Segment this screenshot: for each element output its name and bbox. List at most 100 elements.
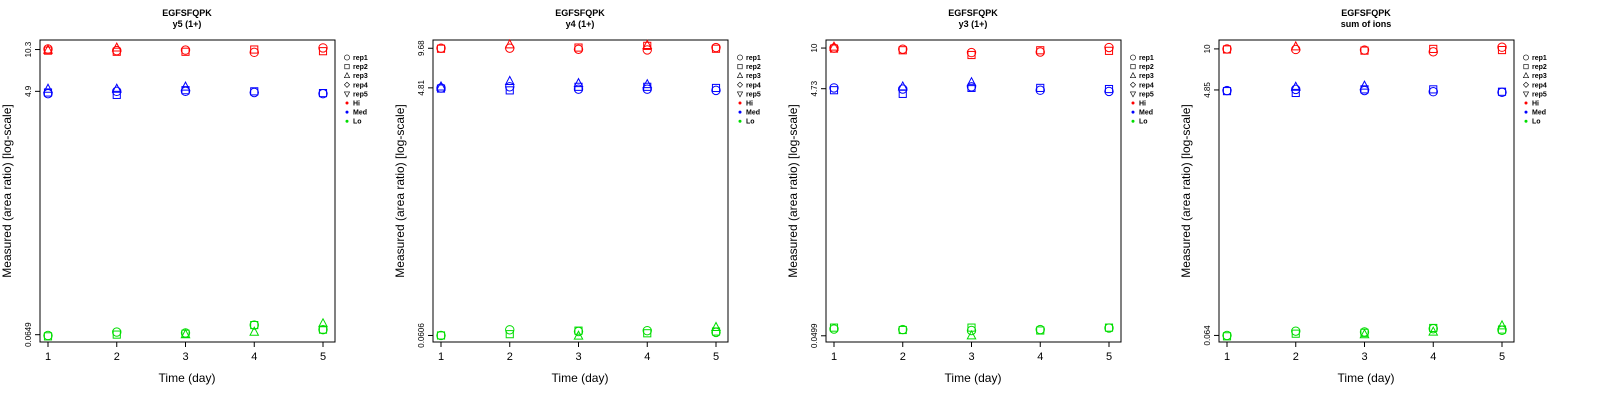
point-hi-day5-rep1 <box>711 42 721 53</box>
x-tick-label: 1 <box>831 351 837 363</box>
chart-panel-2: EGFSFQPK y4 (1+) 1 2 3 4 5 Time (day) 9.68 4.81 0.… <box>393 0 793 400</box>
point-lo-day4-rep1 <box>249 320 259 330</box>
point-med-day3-rep2 <box>967 83 976 92</box>
legend-marker-group-rep2 <box>737 64 743 70</box>
point-lo-day5-rep1 <box>318 324 328 335</box>
legend-label: rep1 <box>353 55 368 62</box>
legend-marker-rep2 <box>1130 64 1136 70</box>
chart-subtitle: y5 (1+) <box>173 19 202 29</box>
y-tick-label: 0.0499 <box>810 323 819 348</box>
point-hi-day1-rep2 <box>1222 45 1232 54</box>
legend-marker-group-rep5 <box>1129 91 1137 98</box>
legend-marker-lo <box>738 119 742 123</box>
legend-label: rep4 <box>1139 82 1154 89</box>
point-med-day5-rep2 <box>318 89 328 98</box>
point-med-day2-rep2 <box>1291 88 1300 98</box>
legend-label: Hi <box>1139 101 1146 108</box>
legend-label: rep2 <box>1139 64 1154 71</box>
point-med-day1-rep3 <box>42 83 54 93</box>
point-hi-day5-rep1 <box>318 43 328 53</box>
point-med-day1-rep2 <box>829 86 839 95</box>
point-med-day4-rep1 <box>249 87 259 98</box>
legend-label: Med <box>353 110 367 117</box>
legend-label: rep5 <box>1532 91 1547 98</box>
legend-marker-rep2 <box>344 64 350 70</box>
legend-label: Med <box>1139 110 1153 117</box>
y-tick-label: 10 <box>810 43 819 52</box>
point-med-day1-rep1 <box>43 88 53 99</box>
legend-marker-group-rep1 <box>1130 54 1136 61</box>
point-med-day4-rep1 <box>642 84 652 94</box>
legend-marker-rep5 <box>1522 91 1530 98</box>
legend-label: Med <box>746 110 760 117</box>
y-axis-label: Measured (area ratio) [log-scale] <box>1179 104 1193 277</box>
point-med-day2-rep2 <box>505 86 514 95</box>
legend-marker-rep5 <box>1129 91 1137 98</box>
legend-label: rep3 <box>746 73 761 80</box>
y-tick-label: 0.0649 <box>24 322 33 347</box>
legend-marker-rep1 <box>1523 54 1529 61</box>
x-tick-label: 1 <box>45 351 51 363</box>
point-lo-day3-rep3 <box>180 328 191 339</box>
legend-marker-rep3 <box>736 72 744 78</box>
legend-marker-rep1 <box>1130 54 1136 61</box>
point-hi-day1-rep2 <box>436 44 446 53</box>
legend-marker-group-rep1 <box>737 54 743 61</box>
legend-label: Lo <box>353 119 362 126</box>
point-med-day5-rep1 <box>1104 86 1114 97</box>
chart-title: EGFSFQPK <box>1341 8 1391 18</box>
point-lo-day3-rep2 <box>574 326 583 335</box>
legend-marker-rep3 <box>1522 72 1530 78</box>
point-lo-day2-rep1 <box>1291 326 1301 336</box>
x-tick-label: 2 <box>114 351 120 363</box>
point-med-day3-rep3 <box>1359 80 1370 90</box>
y-tick-label: 4.81 <box>417 80 426 96</box>
y-tick-label: 10.3 <box>24 41 33 57</box>
legend-label: Lo <box>1139 119 1148 126</box>
legend-marker-rep4 <box>736 81 744 88</box>
point-lo-day3-rep1 <box>966 325 977 336</box>
point-med-day4-rep2 <box>1429 85 1438 94</box>
x-axis-label: Time (day) <box>552 371 609 385</box>
point-med-day1-rep2 <box>1222 87 1232 96</box>
point-lo-day5-rep2 <box>1497 325 1507 334</box>
plot-frame <box>825 39 1122 343</box>
plot-frame <box>432 39 729 343</box>
chart-subtitle: sum of ions <box>1341 19 1392 29</box>
y-tick-label: 9.68 <box>417 40 426 56</box>
point-lo-day5-rep3 <box>710 321 722 331</box>
chart-panel-4: EGFSFQPK sum of ions 1 2 3 4 5 Time (day) 10 4.85… <box>1179 0 1579 400</box>
legend-marker-rep5 <box>343 91 351 98</box>
chart-subtitle: y4 (1+) <box>566 19 595 29</box>
y-axis-label: Measured (area ratio) [log-scale] <box>393 104 407 277</box>
point-lo-day1-rep2 <box>829 323 839 332</box>
point-med-day1-rep3 <box>435 80 447 91</box>
legend-marker-hi <box>738 101 742 105</box>
point-hi-day3-rep2 <box>574 43 583 52</box>
point-hi-day5-rep2 <box>1104 46 1114 55</box>
point-lo-day4-rep2 <box>1036 326 1045 335</box>
point-hi-day4-rep2 <box>643 41 652 50</box>
x-tick-label: 2 <box>1293 351 1299 363</box>
x-tick-label: 5 <box>1499 351 1505 363</box>
legend-marker-group-rep2 <box>344 64 350 70</box>
point-med-day2-rep2 <box>898 89 907 98</box>
legend-label: rep2 <box>746 64 761 71</box>
point-med-day5-rep2 <box>1104 84 1114 94</box>
x-tick-label: 3 <box>575 351 581 363</box>
point-med-day3-rep3 <box>966 76 977 87</box>
point-med-day5-rep2 <box>711 83 721 93</box>
y-tick-label: 4.73 <box>810 80 819 96</box>
point-lo-day1-rep1 <box>829 324 839 334</box>
point-med-day2-rep3 <box>897 80 908 91</box>
point-lo-day1-rep2 <box>1222 332 1232 341</box>
legend-marker-group-rep5 <box>1522 91 1530 98</box>
legend-marker-group-rep3 <box>343 72 351 78</box>
chart-panel-3: EGFSFQPK y3 (1+) 1 2 3 4 5 Time (day) 10 4.73 0.04… <box>786 0 1186 400</box>
x-tick-label: 4 <box>1037 351 1043 363</box>
point-hi-day2-rep3 <box>1290 40 1301 51</box>
chart-title: EGFSFQPK <box>555 8 605 18</box>
y-tick-label: 0.0606 <box>417 323 426 348</box>
point-lo-day4-rep2 <box>643 329 652 338</box>
